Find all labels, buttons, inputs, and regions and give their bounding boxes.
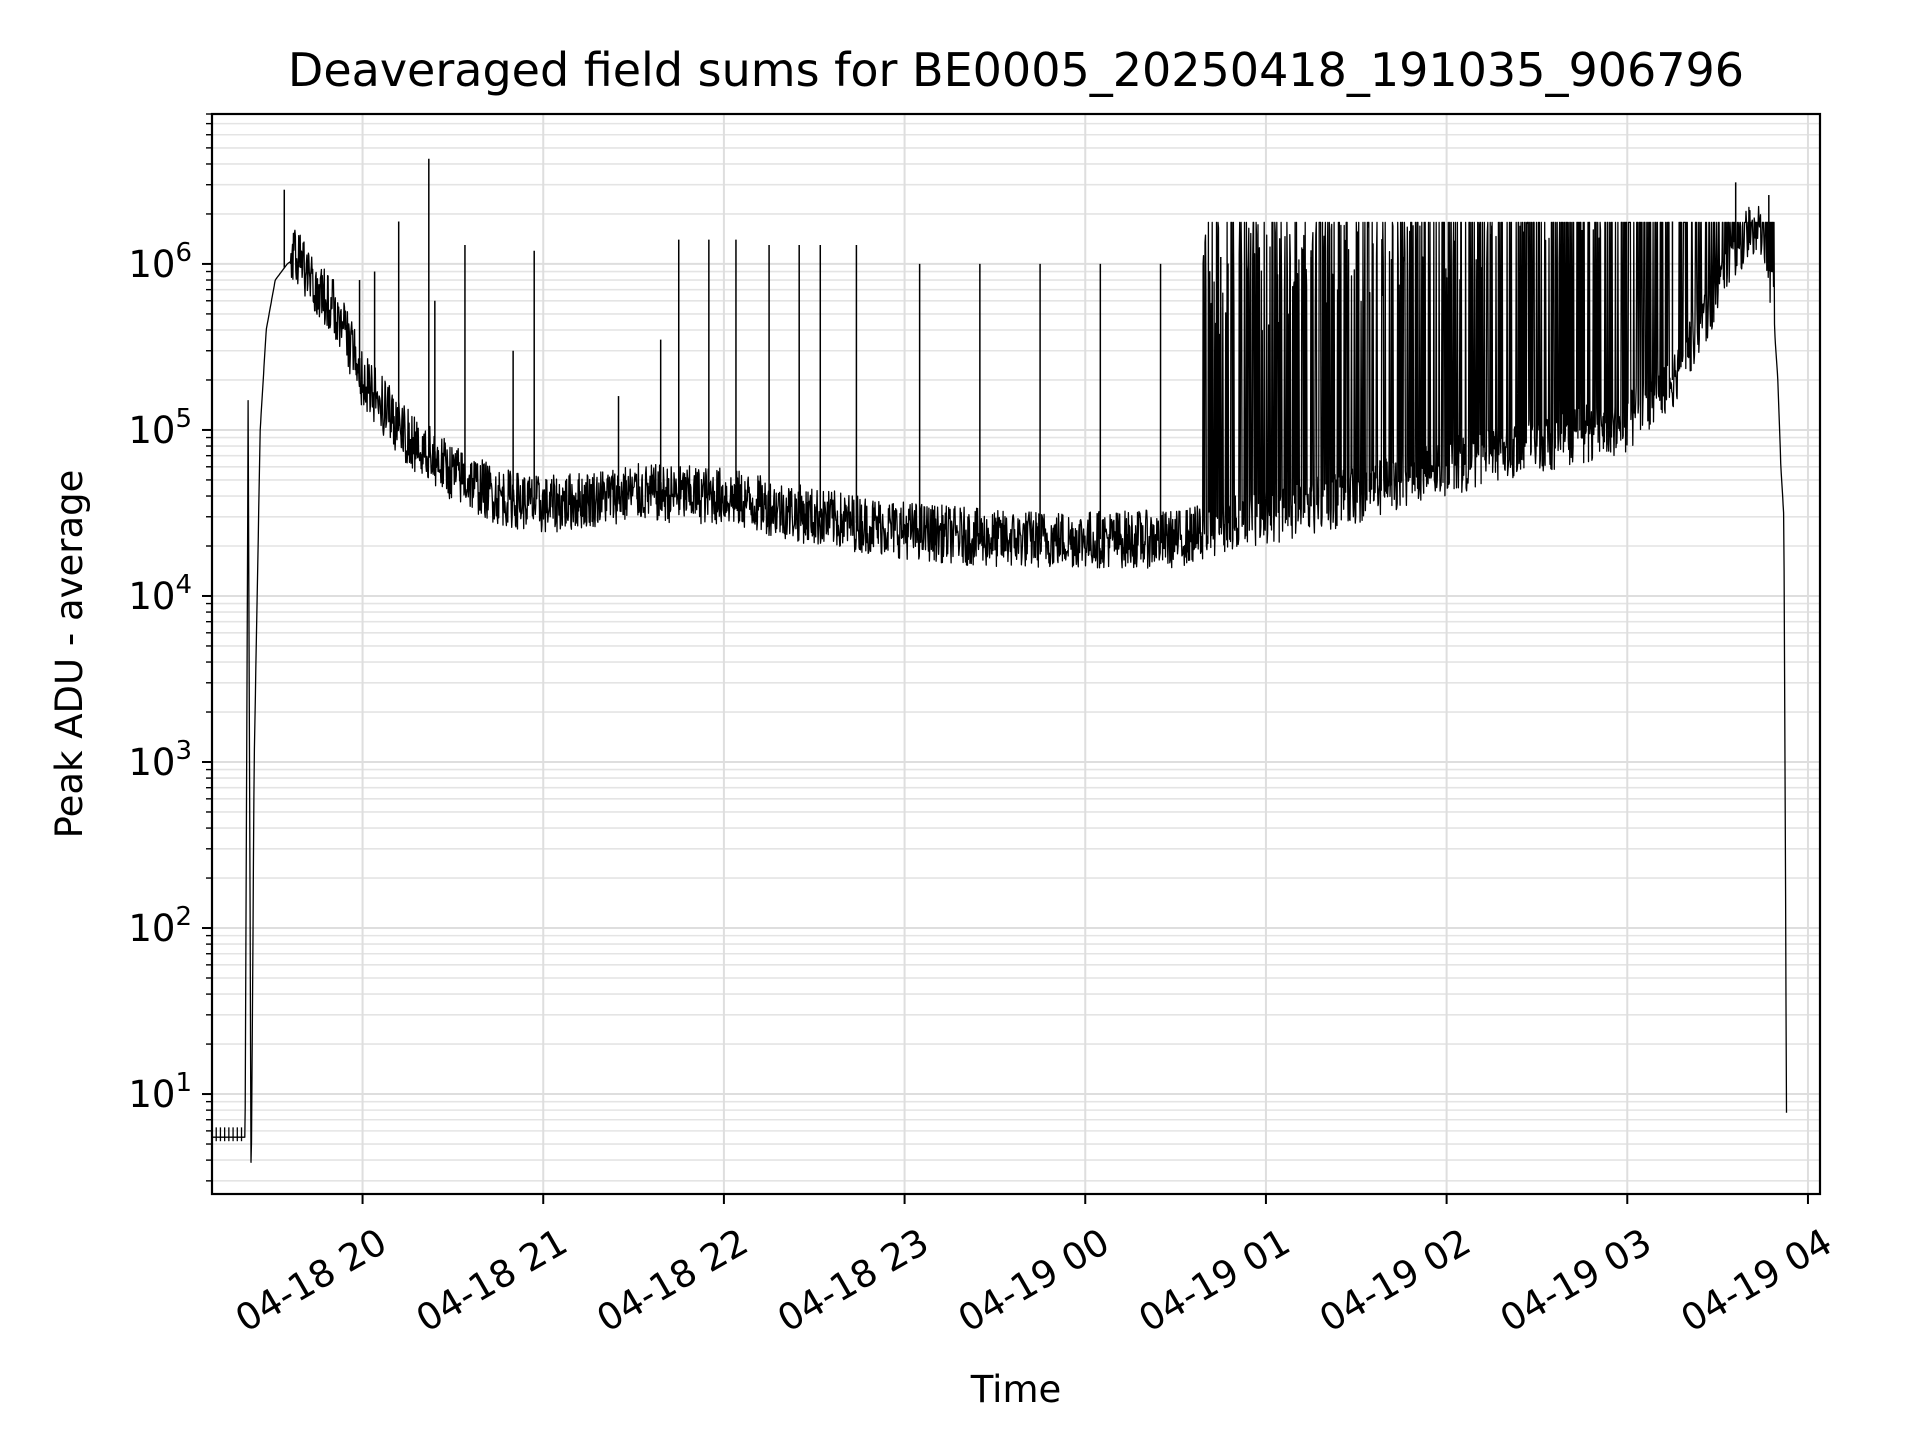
y-tick-label: 104	[128, 570, 192, 618]
y-tick-label: 101	[128, 1068, 192, 1116]
y-tick-label: 102	[128, 902, 192, 950]
series-layer	[211, 158, 1788, 1163]
plot-frame	[210, 112, 1822, 1196]
y-axis-ticks: 101 102 103 104 105 106	[128, 113, 212, 1182]
y-tick-label: 103	[128, 736, 192, 784]
x-axis-label: Time	[970, 1368, 1062, 1411]
y-axis-label: Peak ADU - average	[48, 470, 91, 839]
data-series-line	[211, 205, 1788, 1163]
y-tick-label: 106	[128, 238, 192, 286]
y-tick-label: 105	[128, 404, 192, 452]
chart-title: Deaveraged field sums for BE0005_2025041…	[288, 43, 1744, 97]
